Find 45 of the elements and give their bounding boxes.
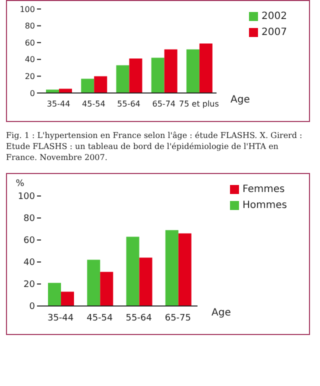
bar: [186, 49, 200, 93]
legend-label: Femmes: [242, 184, 285, 195]
y-tick-label: 100: [18, 192, 36, 202]
bar: [48, 282, 61, 306]
y-tick-label: 80: [24, 22, 35, 31]
bar: [100, 272, 114, 306]
bar: [129, 58, 142, 93]
y-tick-label: 80: [24, 214, 36, 224]
y-tick-label: 60: [24, 38, 35, 48]
bar: [116, 65, 130, 93]
x-tick-label: 55-64: [117, 100, 140, 109]
bar: [126, 236, 140, 306]
y-tick-label: 20: [24, 280, 36, 290]
bar: [165, 230, 178, 306]
x-tick-label: 45-54: [82, 100, 106, 109]
bar: [139, 258, 152, 306]
y-axis-title: %: [16, 179, 25, 189]
x-tick-label: 45-54: [86, 313, 114, 324]
x-axis-title: Age: [212, 308, 231, 319]
x-tick-label: 75 et plus: [179, 100, 219, 109]
bar: [178, 233, 192, 306]
bar: [199, 43, 212, 93]
bar: [94, 76, 108, 93]
bar: [87, 260, 100, 306]
y-tick-label: 20: [24, 72, 35, 82]
caption: Fig. 1 : L'hypertension en France selon l'âge : étude FLASHS. X. Girerd : Etude FLASHS : un tableau de bord de l'épidémiologie de l'HTA en France. Novembre 2007.: [6, 130, 304, 163]
y-tick-label: 40: [24, 258, 36, 268]
legend-label: Hommes: [242, 200, 287, 211]
x-tick-label: 65-74: [152, 100, 176, 109]
x-tick-label: 65-75: [164, 313, 192, 324]
x-tick-label: 55-64: [126, 313, 152, 324]
x-tick-label: 35-44: [46, 100, 70, 109]
legend-label: 2002: [262, 11, 287, 22]
bar: [61, 292, 74, 306]
y-tick-label: 40: [24, 55, 35, 64]
y-tick-label: 60: [24, 236, 36, 246]
x-tick-label: 35-44: [47, 313, 74, 324]
bar: [164, 49, 178, 93]
x-axis-title: Age: [230, 94, 250, 106]
bar: [81, 78, 94, 93]
legend-label: 2007: [262, 27, 287, 38]
y-tick-label: 100: [20, 4, 35, 14]
bar: [151, 58, 164, 93]
y-tick-label: 0: [29, 302, 36, 312]
y-tick-label: 0: [30, 88, 35, 98]
